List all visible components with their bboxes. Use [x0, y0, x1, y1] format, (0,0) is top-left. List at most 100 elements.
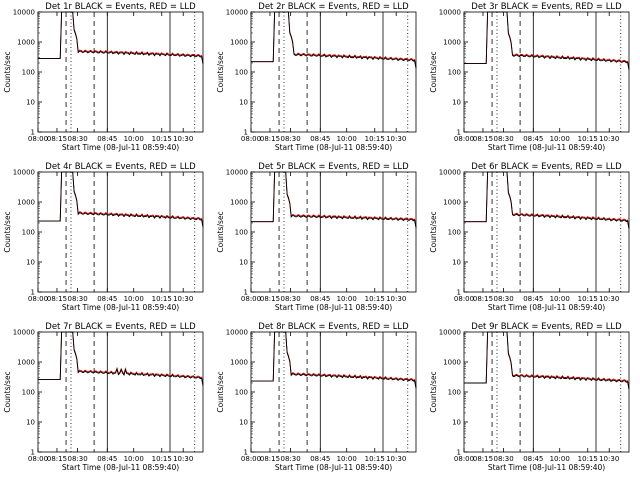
panel-plot-4: Det 4r BLACK = Events, RED = LLD 1 10 100 10… [3, 162, 204, 312]
y-tick-label: 1 [31, 289, 35, 297]
y-axis-label: Counts/sec [3, 51, 12, 92]
x-tick-label: 08:30 [494, 295, 514, 303]
x-tick-label: 10:30 [386, 135, 406, 143]
y-tick-label: 10000 [226, 9, 248, 17]
x-tick-label: 08:00 [241, 135, 261, 143]
series-events-line [251, 171, 417, 228]
x-tick-label: 10:15 [152, 455, 172, 463]
y-tick-label: 100 [448, 389, 461, 397]
x-tick-label: 08:45 [310, 135, 330, 143]
y-tick-label: 10000 [439, 329, 461, 337]
plot-frame [37, 11, 204, 133]
plot-frame [250, 171, 417, 293]
y-tick-label: 1000 [17, 359, 35, 367]
plot-frame [250, 331, 417, 453]
y-tick-label: 10000 [439, 169, 461, 177]
x-tick-label: 10:15 [365, 135, 385, 143]
y-tick-label: 100 [22, 69, 35, 77]
x-tick-label: 08:45 [97, 295, 117, 303]
x-tick-label: 08:00 [28, 135, 48, 143]
y-tick-label: 1 [31, 129, 35, 137]
panel-plot-8: Det 8r BLACK = Events, RED = LLD 1 10 100 10… [216, 322, 417, 472]
y-tick-label: 1000 [443, 359, 461, 367]
y-tick-label: 10 [26, 99, 35, 107]
y-axis-label: Counts/sec [429, 211, 438, 252]
series-lld-line [38, 171, 204, 227]
y-tick-label: 1000 [230, 199, 248, 207]
x-tick-label: 08:30 [281, 455, 301, 463]
x-axis-label: Start Time (08-Jul-11 08:59:40) [488, 143, 605, 152]
x-tick-label: 08:30 [494, 455, 514, 463]
series-events-line [464, 11, 630, 71]
x-tick-label: 08:30 [281, 135, 301, 143]
x-tick-label: 10:00 [337, 135, 357, 143]
x-tick-label: 08:15 [260, 295, 280, 303]
x-tick-label: 10:30 [386, 295, 406, 303]
x-tick-label: 08:00 [454, 455, 474, 463]
x-tick-label: 08:15 [47, 295, 67, 303]
y-axis-label: Counts/sec [429, 371, 438, 412]
y-tick-label: 10000 [13, 9, 35, 17]
panel-title: Det 1r BLACK = Events, RED = LLD [45, 2, 196, 12]
panel-title: Det 6r BLACK = Events, RED = LLD [471, 162, 622, 172]
panel-title: Det 4r BLACK = Events, RED = LLD [45, 162, 196, 172]
series-lld-line [38, 331, 204, 385]
y-tick-label: 100 [235, 69, 248, 77]
detector-panel-7: Det 7r BLACK = Events, RED = LLD 1 10 100 10… [0, 320, 213, 480]
x-axis-label: Start Time (08-Jul-11 08:59:40) [62, 463, 179, 472]
y-tick-label: 100 [22, 389, 35, 397]
x-tick-label: 08:45 [97, 135, 117, 143]
x-tick-label: 08:15 [260, 455, 280, 463]
detector-panel-4: Det 4r BLACK = Events, RED = LLD 1 10 100 10… [0, 160, 213, 320]
y-tick-label: 10 [239, 419, 248, 427]
panel-title: Det 3r BLACK = Events, RED = LLD [471, 2, 622, 12]
x-tick-label: 10:15 [578, 135, 598, 143]
detector-panel-8: Det 8r BLACK = Events, RED = LLD 1 10 100 10… [213, 320, 426, 480]
x-tick-label: 08:15 [473, 135, 493, 143]
x-tick-label: 08:45 [523, 135, 543, 143]
y-tick-label: 10 [239, 259, 248, 267]
y-tick-label: 10000 [13, 169, 35, 177]
x-tick-label: 10:30 [599, 135, 619, 143]
y-tick-label: 10 [26, 419, 35, 427]
x-tick-label: 08:45 [523, 295, 543, 303]
detector-panel-1: Det 1r BLACK = Events, RED = LLD 1 10 100 10… [0, 0, 213, 160]
y-tick-label: 10000 [439, 9, 461, 17]
x-tick-label: 10:15 [152, 295, 172, 303]
x-tick-label: 10:30 [173, 295, 193, 303]
x-tick-label: 10:15 [152, 135, 172, 143]
y-tick-label: 10 [26, 259, 35, 267]
plot-frame [463, 11, 630, 133]
series-events-line [251, 331, 417, 389]
y-tick-label: 100 [22, 229, 35, 237]
series-lld-line [464, 171, 630, 228]
x-tick-label: 10:00 [337, 455, 357, 463]
panel-title: Det 8r BLACK = Events, RED = LLD [258, 322, 409, 332]
y-tick-label: 10000 [226, 169, 248, 177]
y-axis-label: Counts/sec [429, 51, 438, 92]
y-tick-label: 10 [239, 99, 248, 107]
x-tick-label: 08:00 [241, 455, 261, 463]
x-axis-label: Start Time (08-Jul-11 08:59:40) [275, 463, 392, 472]
x-tick-label: 10:15 [578, 295, 598, 303]
x-tick-label: 10:15 [578, 455, 598, 463]
y-tick-label: 10 [452, 99, 461, 107]
panel-plot-2: Det 2r BLACK = Events, RED = LLD 1 10 100 10… [216, 2, 417, 152]
x-tick-label: 10:00 [124, 295, 144, 303]
detector-panel-9: Det 9r BLACK = Events, RED = LLD 1 10 100 10… [426, 320, 639, 480]
y-tick-label: 10 [452, 259, 461, 267]
x-tick-label: 10:00 [124, 135, 144, 143]
series-events-line [464, 171, 630, 229]
y-tick-label: 1 [244, 129, 248, 137]
y-tick-label: 100 [448, 229, 461, 237]
plot-frame [37, 171, 204, 293]
y-tick-label: 1 [31, 449, 35, 457]
y-axis-label: Counts/sec [3, 371, 12, 412]
y-tick-label: 1 [457, 449, 461, 457]
x-axis-label: Start Time (08-Jul-11 08:59:40) [488, 463, 605, 472]
plot-frame [250, 11, 417, 133]
x-tick-label: 10:00 [337, 295, 357, 303]
series-events-line [38, 331, 204, 386]
x-tick-label: 08:45 [97, 455, 117, 463]
